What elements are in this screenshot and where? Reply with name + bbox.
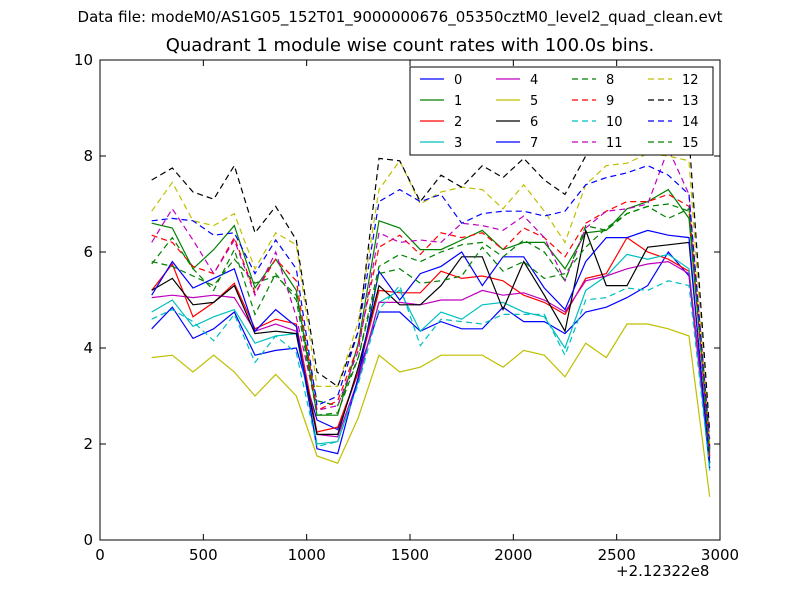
legend-label-10: 10 bbox=[606, 115, 623, 130]
y-tick-label: 4 bbox=[83, 339, 93, 357]
legend-label-9: 9 bbox=[606, 94, 614, 109]
x-tick-label: 2500 bbox=[598, 546, 636, 564]
series-line-5 bbox=[151, 323, 711, 497]
series-line-7 bbox=[151, 229, 711, 469]
y-tick-label: 0 bbox=[83, 531, 93, 549]
chart-title: Quadrant 1 module wise count rates with … bbox=[165, 35, 655, 56]
series-line-0 bbox=[151, 250, 711, 464]
legend-label-0: 0 bbox=[454, 73, 462, 88]
series-line-9 bbox=[151, 193, 711, 457]
x-tick-label: 1000 bbox=[288, 546, 326, 564]
legend-label-15: 15 bbox=[682, 136, 699, 151]
series-line-15 bbox=[151, 205, 711, 452]
series-line-6 bbox=[151, 228, 711, 464]
series-line-14 bbox=[151, 164, 711, 447]
legend-label-5: 5 bbox=[530, 94, 538, 109]
x-tick-label: 500 bbox=[189, 546, 218, 564]
series-line-3 bbox=[151, 253, 711, 471]
series-layer bbox=[151, 99, 711, 497]
series-line-8 bbox=[151, 203, 711, 449]
legend-label-8: 8 bbox=[606, 73, 614, 88]
legend-label-14: 14 bbox=[682, 115, 699, 130]
legend-label-11: 11 bbox=[606, 136, 623, 151]
x-tick-label: 3000 bbox=[701, 546, 739, 564]
x-tick-label: 0 bbox=[95, 546, 105, 564]
legend-label-7: 7 bbox=[530, 136, 538, 151]
legend-label-6: 6 bbox=[530, 115, 538, 130]
x-tick-label: 2000 bbox=[494, 546, 532, 564]
series-line-2 bbox=[151, 236, 711, 454]
legend-box bbox=[409, 66, 714, 156]
x-tick-label: 1500 bbox=[391, 546, 429, 564]
series-line-10 bbox=[151, 280, 711, 469]
legend-label-12: 12 bbox=[682, 73, 699, 88]
y-tick-label: 6 bbox=[83, 243, 93, 261]
series-line-11 bbox=[151, 147, 711, 440]
legend-label-4: 4 bbox=[530, 73, 538, 88]
y-tick-label: 8 bbox=[83, 147, 93, 165]
legend-label-2: 2 bbox=[454, 115, 462, 130]
legend-label-13: 13 bbox=[682, 94, 699, 109]
series-line-4 bbox=[151, 260, 711, 459]
y-tick-label: 2 bbox=[83, 435, 93, 453]
x-offset-label: +2.12322e8 bbox=[616, 562, 710, 580]
file-title: Data file: modeM0/AS1G05_152T01_90000006… bbox=[77, 8, 723, 26]
series-line-12 bbox=[151, 152, 711, 445]
series-line-1 bbox=[151, 188, 711, 449]
y-tick-label: 10 bbox=[74, 51, 93, 69]
legend-label-3: 3 bbox=[454, 136, 462, 151]
legend-label-1: 1 bbox=[454, 94, 462, 109]
